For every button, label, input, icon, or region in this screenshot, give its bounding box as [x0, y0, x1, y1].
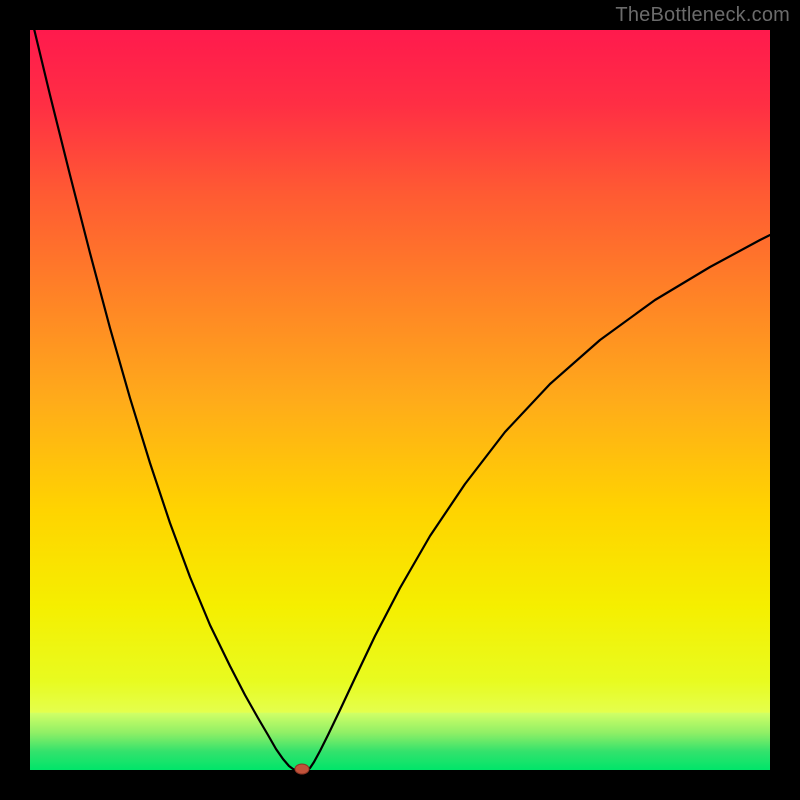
stage: TheBottleneck.com [0, 0, 800, 800]
curve-min-marker [295, 764, 309, 774]
watermark-text: TheBottleneck.com [615, 4, 790, 27]
bottleneck-chart [0, 0, 800, 800]
plot-background [30, 30, 770, 770]
